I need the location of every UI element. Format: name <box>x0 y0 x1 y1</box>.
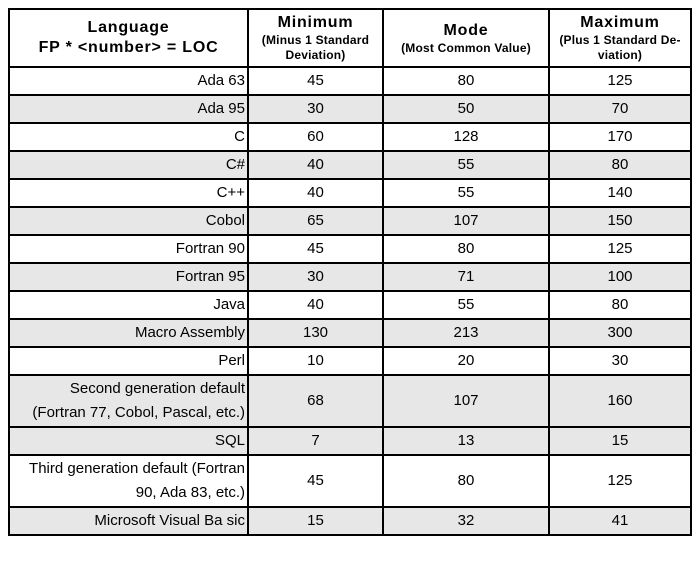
mode-cell: 80 <box>382 66 550 96</box>
language-cell: C# <box>8 150 249 180</box>
maximum-cell: 125 <box>548 66 692 96</box>
maximum-cell: 300 <box>548 318 692 348</box>
table-body: Ada 63 45 80 125 Ada 95 30 50 70 C 60 128 170 C# 40 55… <box>8 66 692 536</box>
table-row: Third generation default (Fortran 90, Ad… <box>8 454 692 508</box>
header-maximum-cell: Maximum (Plus 1 Standard De- viation) <box>548 8 692 68</box>
language-cell: Ada 63 <box>8 66 249 96</box>
header-minimum-subtitle: (Minus 1 Standard Deviation) <box>261 33 370 62</box>
maximum-cell: 150 <box>548 206 692 236</box>
language-cell: Perl <box>8 346 249 376</box>
mode-cell: 50 <box>382 94 550 124</box>
minimum-cell: 60 <box>247 122 384 152</box>
table-row: C# 40 55 80 <box>8 150 692 180</box>
language-cell: Second generation default (Fortran 77, C… <box>8 374 249 428</box>
maximum-cell: 80 <box>548 290 692 320</box>
header-minimum-title: Minimum <box>277 14 354 31</box>
table-row: Fortran 90 45 80 125 <box>8 234 692 264</box>
minimum-cell: 45 <box>247 454 384 508</box>
language-cell: C <box>8 122 249 152</box>
language-cell: Microsoft Visual Ba sic <box>8 506 249 536</box>
maximum-cell: 80 <box>548 150 692 180</box>
mode-cell: 80 <box>382 234 550 264</box>
mode-cell: 71 <box>382 262 550 292</box>
mode-cell: 20 <box>382 346 550 376</box>
table-row: C++ 40 55 140 <box>8 178 692 208</box>
table-header: Language FP * <number> = LOC Minimum (Mi… <box>8 8 692 68</box>
table-row: Java 40 55 80 <box>8 290 692 320</box>
mode-cell: 107 <box>382 206 550 236</box>
header-maximum-title: Maximum <box>580 14 660 31</box>
header-mode-subtitle: (Most Common Value) <box>401 40 531 55</box>
table-row: Ada 63 45 80 125 <box>8 66 692 96</box>
minimum-cell: 68 <box>247 374 384 428</box>
header-language-cell: Language FP * <number> = LOC <box>8 8 249 68</box>
mode-cell: 55 <box>382 178 550 208</box>
maximum-cell: 125 <box>548 454 692 508</box>
table-row: Ada 95 30 50 70 <box>8 94 692 124</box>
maximum-cell: 170 <box>548 122 692 152</box>
header-language-subtitle: FP * <number> = LOC <box>38 39 219 56</box>
minimum-cell: 65 <box>247 206 384 236</box>
table-row: C 60 128 170 <box>8 122 692 152</box>
minimum-cell: 40 <box>247 150 384 180</box>
minimum-cell: 130 <box>247 318 384 348</box>
table-row: Cobol 65 107 150 <box>8 206 692 236</box>
minimum-cell: 40 <box>247 178 384 208</box>
table-row: SQL 7 13 15 <box>8 426 692 456</box>
table-row: Perl 10 20 30 <box>8 346 692 376</box>
mode-cell: 213 <box>382 318 550 348</box>
mode-cell: 128 <box>382 122 550 152</box>
language-loc-table: Language FP * <number> = LOC Minimum (Mi… <box>8 8 692 536</box>
language-cell: Cobol <box>8 206 249 236</box>
minimum-cell: 7 <box>247 426 384 456</box>
language-cell: Macro Assembly <box>8 318 249 348</box>
minimum-cell: 15 <box>247 506 384 536</box>
minimum-cell: 30 <box>247 94 384 124</box>
table-row: Microsoft Visual Ba sic 15 32 41 <box>8 506 692 536</box>
header-mode-cell: Mode (Most Common Value) <box>382 8 550 68</box>
header-minimum-cell: Minimum (Minus 1 Standard Deviation) <box>247 8 384 68</box>
language-cell: Fortran 95 <box>8 262 249 292</box>
language-cell: C++ <box>8 178 249 208</box>
maximum-cell: 41 <box>548 506 692 536</box>
language-cell: Java <box>8 290 249 320</box>
mode-cell: 55 <box>382 290 550 320</box>
minimum-cell: 45 <box>247 66 384 96</box>
maximum-cell: 15 <box>548 426 692 456</box>
mode-cell: 13 <box>382 426 550 456</box>
header-mode-title: Mode <box>443 21 489 39</box>
header-language-title: Language <box>87 19 170 36</box>
maximum-cell: 125 <box>548 234 692 264</box>
minimum-cell: 45 <box>247 234 384 264</box>
maximum-cell: 160 <box>548 374 692 428</box>
table-row: Macro Assembly 130 213 300 <box>8 318 692 348</box>
maximum-cell: 100 <box>548 262 692 292</box>
maximum-cell: 70 <box>548 94 692 124</box>
maximum-cell: 30 <box>548 346 692 376</box>
mode-cell: 32 <box>382 506 550 536</box>
maximum-cell: 140 <box>548 178 692 208</box>
table-row: Fortran 95 30 71 100 <box>8 262 692 292</box>
header-row: Language FP * <number> = LOC Minimum (Mi… <box>8 8 692 68</box>
header-maximum-subtitle: (Plus 1 Standard De- viation) <box>559 33 681 62</box>
mode-cell: 55 <box>382 150 550 180</box>
mode-cell: 107 <box>382 374 550 428</box>
language-cell: Ada 95 <box>8 94 249 124</box>
table-row: Second generation default (Fortran 77, C… <box>8 374 692 428</box>
minimum-cell: 30 <box>247 262 384 292</box>
mode-cell: 80 <box>382 454 550 508</box>
minimum-cell: 10 <box>247 346 384 376</box>
language-cell: Third generation default (Fortran 90, Ad… <box>8 454 249 508</box>
language-cell: SQL <box>8 426 249 456</box>
language-cell: Fortran 90 <box>8 234 249 264</box>
minimum-cell: 40 <box>247 290 384 320</box>
